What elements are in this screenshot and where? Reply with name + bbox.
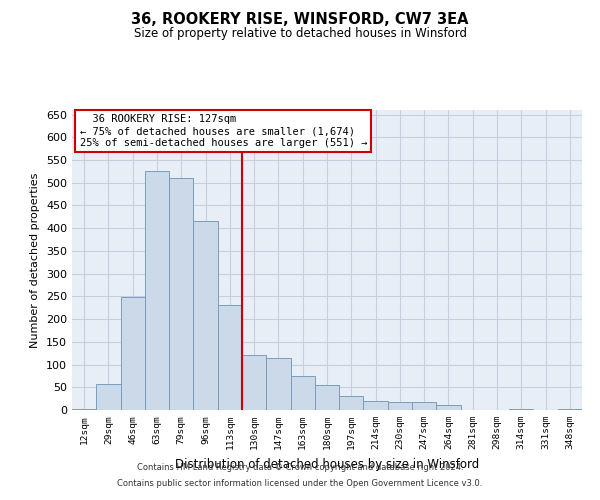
Bar	[388, 402, 412, 410]
Bar	[96, 384, 121, 410]
Text: 36, ROOKERY RISE, WINSFORD, CW7 3EA: 36, ROOKERY RISE, WINSFORD, CW7 3EA	[131, 12, 469, 28]
Text: 36 ROOKERY RISE: 127sqm  
← 75% of detached houses are smaller (1,674)
25% of se: 36 ROOKERY RISE: 127sqm ← 75% of detache…	[80, 114, 367, 148]
Bar	[145, 172, 169, 410]
Bar	[169, 178, 193, 410]
Bar	[193, 222, 218, 410]
Bar	[509, 408, 533, 410]
Y-axis label: Number of detached properties: Number of detached properties	[31, 172, 40, 348]
Text: Contains public sector information licensed under the Open Government Licence v3: Contains public sector information licen…	[118, 478, 482, 488]
X-axis label: Distribution of detached houses by size in Winsford: Distribution of detached houses by size …	[175, 458, 479, 470]
Bar	[72, 408, 96, 410]
Bar	[339, 396, 364, 410]
Bar	[558, 408, 582, 410]
Bar	[218, 304, 242, 410]
Bar	[315, 385, 339, 410]
Bar	[364, 401, 388, 410]
Bar	[121, 298, 145, 410]
Text: Size of property relative to detached houses in Winsford: Size of property relative to detached ho…	[133, 28, 467, 40]
Text: Contains HM Land Registry data © Crown copyright and database right 2024.: Contains HM Land Registry data © Crown c…	[137, 464, 463, 472]
Bar	[266, 358, 290, 410]
Bar	[436, 404, 461, 410]
Bar	[412, 402, 436, 410]
Bar	[242, 356, 266, 410]
Bar	[290, 376, 315, 410]
